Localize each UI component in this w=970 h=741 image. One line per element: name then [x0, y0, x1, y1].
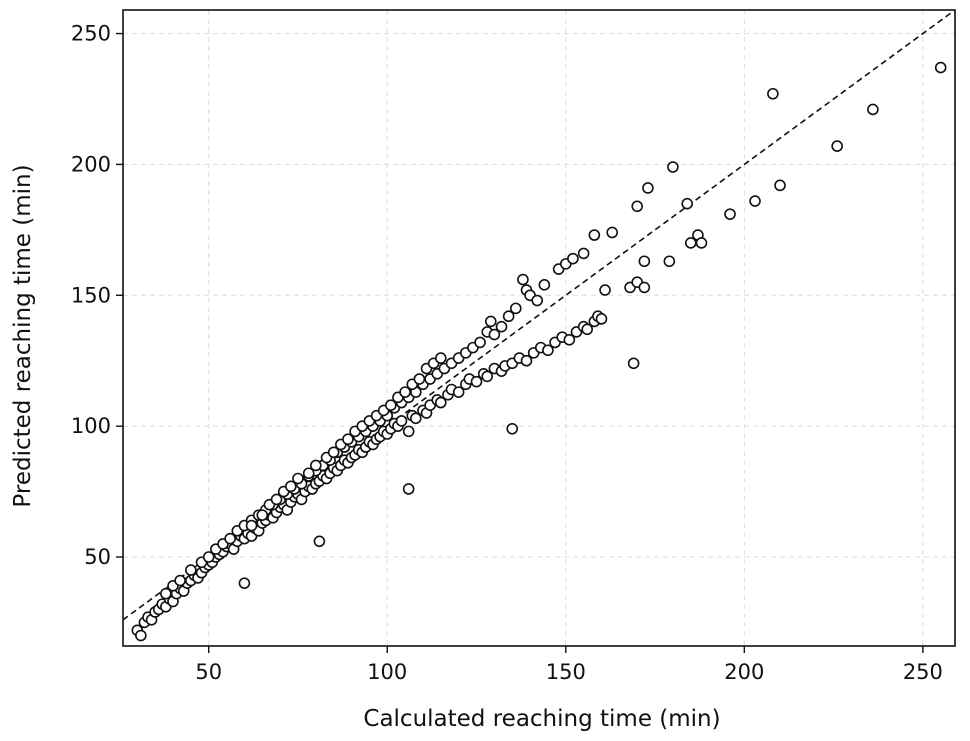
data-point [577, 247, 590, 260]
data-point [313, 535, 326, 548]
x-tick-label: 150 [546, 660, 586, 684]
x-axis-label: Calculated reaching time (min) [363, 706, 720, 732]
data-point [563, 333, 576, 346]
data-point [302, 467, 315, 480]
data-point [135, 629, 147, 642]
data-point [538, 279, 551, 291]
data-point [531, 294, 544, 307]
data-point [342, 433, 354, 446]
data-point [517, 273, 529, 286]
x-tick-label: 50 [195, 660, 222, 684]
data-point [595, 313, 608, 325]
data-point [488, 328, 501, 341]
plot-frame [122, 9, 956, 647]
data-point [174, 574, 186, 587]
data-point [285, 480, 297, 493]
x-tick-label: 100 [367, 660, 407, 684]
data-point [238, 577, 251, 589]
y-axis-label: Predicted reaching time (min) [10, 164, 36, 507]
data-point [606, 226, 619, 239]
data-point [270, 493, 283, 506]
data-point [749, 195, 761, 207]
data-point [638, 255, 651, 268]
data-point [474, 336, 486, 349]
data-point [245, 519, 258, 532]
data-point [774, 179, 786, 192]
y-tick-label: 100 [71, 414, 111, 438]
data-point [399, 386, 411, 398]
data-point [202, 551, 215, 563]
data-point [767, 87, 779, 100]
data-point [395, 415, 408, 427]
data-point [484, 315, 497, 328]
y-tick-label: 200 [71, 152, 111, 176]
grid [123, 10, 955, 646]
data-point [667, 161, 679, 173]
data-point [402, 483, 415, 495]
data-point [638, 281, 651, 294]
data-point [681, 197, 693, 210]
data-point [831, 140, 843, 152]
y-ticks: 50 100 150 200 250 [71, 22, 123, 569]
data-point [256, 509, 269, 521]
y-tick-label: 150 [71, 283, 111, 307]
data-point [435, 396, 447, 409]
data-point [481, 370, 494, 383]
data-point [310, 459, 322, 472]
x-ticks: 50 100 150 200 250 [195, 646, 943, 684]
data-point [495, 320, 508, 333]
data-point [470, 375, 483, 388]
data-point [627, 357, 640, 370]
data-point [509, 302, 522, 315]
data-point [413, 373, 426, 385]
data-point [663, 255, 676, 268]
data-point [642, 182, 654, 194]
data-point [435, 352, 447, 364]
data-point [934, 61, 947, 74]
y-tick-label: 50 [84, 545, 111, 569]
data-point [224, 532, 236, 545]
data-point [327, 446, 340, 459]
x-tick-label: 250 [903, 660, 943, 684]
data-point [292, 472, 304, 485]
data-point [567, 252, 579, 265]
data-point [867, 103, 879, 116]
data-point [724, 208, 736, 220]
data-point [410, 412, 422, 425]
data-points [131, 61, 947, 642]
data-point [588, 229, 601, 241]
x-tick-label: 200 [724, 660, 764, 684]
data-point [695, 237, 708, 249]
data-point [185, 564, 197, 576]
data-point [542, 344, 554, 357]
data-point [502, 310, 515, 323]
y-tick-label: 250 [71, 22, 111, 46]
data-point [385, 399, 397, 412]
data-point [452, 386, 465, 398]
data-point [402, 425, 415, 438]
data-point [520, 354, 533, 367]
data-point [160, 587, 172, 600]
data-point [581, 323, 594, 336]
data-point [631, 200, 643, 213]
data-point [506, 422, 519, 435]
data-point [599, 284, 611, 296]
